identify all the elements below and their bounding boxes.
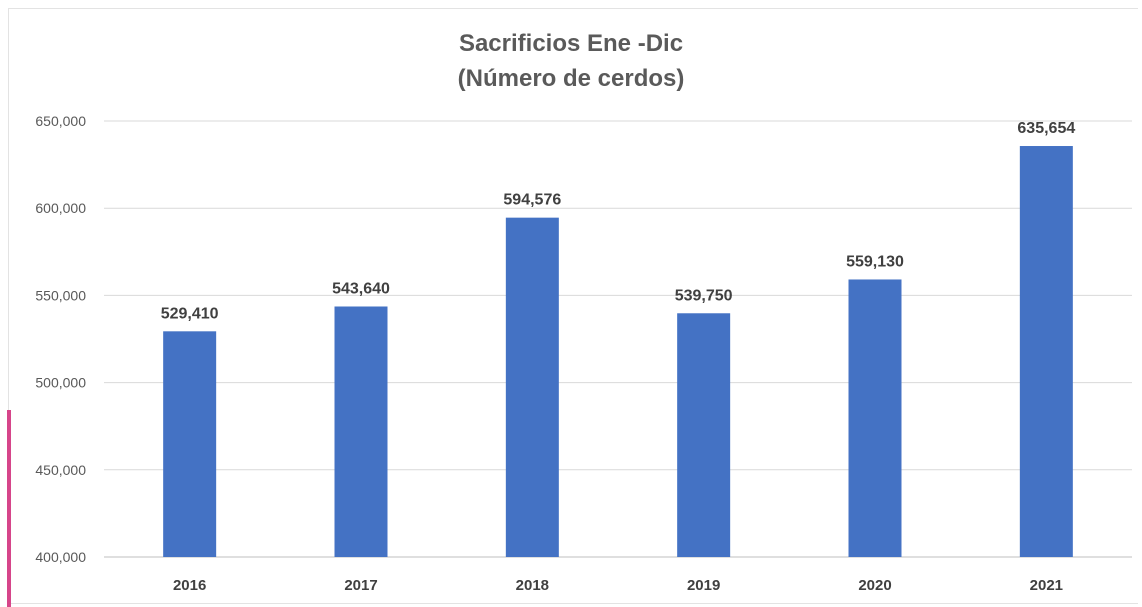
bar-2016 bbox=[163, 331, 217, 557]
y-tick-label: 650,000 bbox=[35, 113, 86, 129]
y-tick-label: 550,000 bbox=[35, 287, 86, 303]
x-tick-label-2017: 2017 bbox=[344, 577, 377, 594]
x-tick-label-2021: 2021 bbox=[1030, 577, 1063, 594]
data-label-2017: 543,640 bbox=[332, 280, 390, 297]
chart-title: Sacrificios Ene -Dic bbox=[458, 30, 684, 57]
data-label-2019: 539,750 bbox=[675, 287, 733, 304]
y-tick-label: 450,000 bbox=[35, 462, 86, 478]
accent-bar bbox=[7, 410, 11, 607]
bar-2021 bbox=[1019, 146, 1073, 558]
data-label-2021: 635,654 bbox=[1017, 120, 1075, 137]
y-tick-label: 400,000 bbox=[35, 549, 86, 565]
bar-2020 bbox=[848, 279, 902, 557]
x-tick-label-2018: 2018 bbox=[516, 577, 549, 594]
x-tick-label-2019: 2019 bbox=[687, 577, 720, 594]
data-label-2016: 529,410 bbox=[161, 305, 219, 322]
bar-2018 bbox=[505, 217, 559, 557]
chart-frame bbox=[8, 8, 1138, 604]
data-label-2018: 594,576 bbox=[503, 192, 561, 209]
bar-2017 bbox=[334, 306, 388, 557]
bar-2019 bbox=[677, 313, 731, 557]
data-label-2020: 559,130 bbox=[846, 253, 904, 270]
y-tick-label: 500,000 bbox=[35, 375, 86, 391]
x-tick-label-2020: 2020 bbox=[858, 577, 891, 594]
chart-subtitle: (Número de cerdos) bbox=[457, 65, 685, 92]
x-tick-label-2016: 2016 bbox=[173, 577, 206, 594]
y-tick-label: 600,000 bbox=[35, 200, 86, 216]
